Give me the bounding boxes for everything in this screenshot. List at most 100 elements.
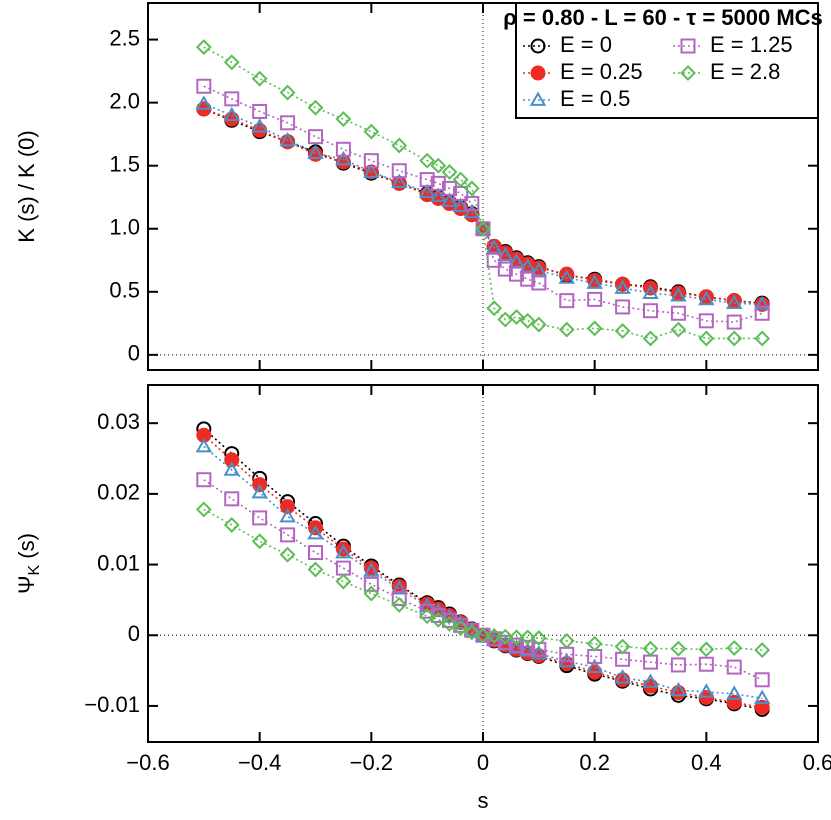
data-point bbox=[363, 163, 380, 178]
data-point bbox=[196, 472, 212, 488]
data-point bbox=[508, 309, 525, 325]
data-point bbox=[670, 657, 686, 673]
data-point bbox=[558, 632, 575, 649]
data-point bbox=[726, 294, 743, 310]
data-point bbox=[442, 180, 457, 196]
x-tick-label: −0.2 bbox=[350, 750, 393, 775]
data-point bbox=[519, 642, 536, 657]
data-point bbox=[391, 596, 408, 613]
y-tick-label: 2.5 bbox=[109, 25, 140, 50]
legend-label: E = 0.25 bbox=[560, 59, 643, 84]
data-point bbox=[508, 639, 525, 654]
data-point bbox=[698, 313, 714, 329]
data-point bbox=[307, 561, 324, 578]
data-point bbox=[452, 614, 469, 630]
data-point bbox=[531, 641, 547, 657]
legend-label: E = 1.25 bbox=[710, 32, 793, 57]
data-point bbox=[391, 137, 408, 154]
data-point bbox=[497, 246, 514, 262]
x-tick-label: 0.6 bbox=[803, 750, 831, 775]
legend-label: E = 0 bbox=[560, 32, 612, 57]
data-point bbox=[670, 681, 687, 697]
data-point bbox=[642, 330, 659, 347]
data-point bbox=[753, 295, 771, 311]
data-point bbox=[698, 683, 715, 698]
data-point bbox=[251, 533, 268, 550]
y-tick-label: 0 bbox=[128, 621, 140, 646]
x-tick-label: −0.4 bbox=[238, 750, 281, 775]
data-point bbox=[363, 585, 380, 602]
y-tick-label: 0.03 bbox=[97, 409, 140, 434]
data-point bbox=[419, 608, 436, 625]
data-point bbox=[363, 562, 380, 577]
data-point bbox=[307, 524, 324, 540]
data-point bbox=[335, 544, 352, 559]
data-point bbox=[754, 672, 770, 688]
data-point bbox=[441, 616, 458, 632]
data-point bbox=[430, 157, 447, 174]
plot-frame bbox=[147, 2, 819, 371]
data-point bbox=[335, 573, 352, 590]
data-point bbox=[224, 91, 240, 107]
data-point bbox=[698, 656, 714, 672]
data-point bbox=[726, 330, 743, 347]
data-point bbox=[307, 99, 324, 116]
data-point bbox=[698, 290, 715, 306]
data-point bbox=[587, 291, 603, 307]
data-point bbox=[463, 203, 481, 219]
data-point bbox=[251, 118, 268, 133]
data-point bbox=[698, 641, 715, 658]
data-point bbox=[430, 611, 447, 628]
data-point bbox=[558, 321, 575, 338]
data-point bbox=[486, 628, 503, 644]
data-point bbox=[452, 197, 469, 212]
data-point bbox=[441, 192, 458, 207]
x-tick-label: 0 bbox=[477, 750, 489, 775]
legend-marker bbox=[530, 65, 546, 81]
data-point bbox=[441, 164, 458, 180]
data-point bbox=[251, 70, 268, 87]
y-tick-label: 0.01 bbox=[97, 550, 140, 575]
series-line bbox=[203, 434, 763, 709]
data-point bbox=[223, 461, 240, 476]
data-point bbox=[586, 274, 603, 289]
data-point bbox=[279, 84, 296, 101]
data-point bbox=[363, 123, 380, 140]
y-label-rest: (s) bbox=[14, 533, 39, 565]
x-tick-label: 0.4 bbox=[691, 750, 722, 775]
data-point bbox=[614, 279, 631, 294]
data-point bbox=[335, 150, 352, 166]
data-point bbox=[363, 576, 379, 592]
data-point bbox=[223, 54, 240, 71]
data-point bbox=[279, 507, 296, 523]
data-point bbox=[497, 261, 513, 277]
legend-title: ρ = 0.80 - L = 60 - τ = 5000 MCs bbox=[503, 5, 823, 30]
legend-label: E = 0.5 bbox=[560, 86, 630, 111]
data-point bbox=[531, 275, 547, 291]
legend-box bbox=[515, 2, 819, 119]
data-point bbox=[252, 510, 268, 526]
data-point bbox=[497, 628, 514, 645]
data-point bbox=[530, 645, 548, 660]
series-line bbox=[203, 445, 763, 699]
data-point bbox=[558, 269, 575, 284]
data-point bbox=[670, 321, 687, 338]
y-label-main: Ψ bbox=[14, 576, 39, 594]
data-point bbox=[670, 305, 686, 321]
data-point bbox=[463, 624, 480, 641]
data-point bbox=[391, 590, 407, 606]
data-point bbox=[698, 330, 715, 347]
y-axis-label: K (s) / K (0) bbox=[14, 130, 39, 242]
data-point bbox=[754, 305, 770, 321]
data-point bbox=[452, 620, 469, 637]
data-point bbox=[508, 253, 525, 268]
data-point bbox=[530, 261, 548, 277]
data-point bbox=[670, 287, 687, 302]
data-point bbox=[486, 300, 503, 317]
data-point bbox=[754, 330, 771, 347]
data-point bbox=[419, 172, 435, 188]
data-point bbox=[586, 320, 603, 337]
data-point bbox=[195, 501, 212, 518]
data-point bbox=[726, 640, 743, 656]
data-point bbox=[670, 640, 687, 657]
